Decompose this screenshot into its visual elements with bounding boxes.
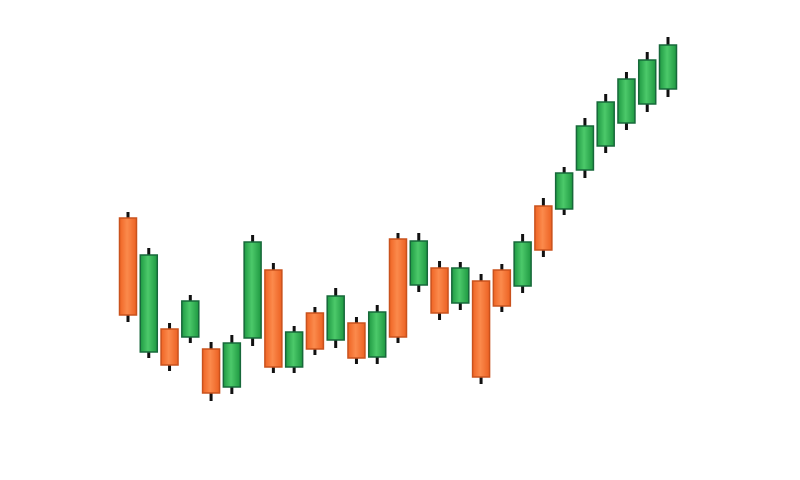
candle-body	[367, 311, 387, 358]
candle-body	[658, 44, 678, 90]
bullish-candle	[326, 288, 345, 348]
bearish-candle	[118, 212, 138, 322]
candle-body	[222, 342, 242, 388]
bullish-candle	[617, 72, 636, 130]
bullish-candle	[181, 295, 200, 343]
candle-body	[181, 300, 200, 338]
bullish-candle	[513, 234, 532, 293]
candle-body	[430, 267, 449, 314]
bearish-candle	[471, 274, 491, 384]
bullish-candle	[243, 235, 262, 346]
candle-body	[617, 78, 636, 124]
candle-body	[451, 267, 470, 304]
bullish-candle	[637, 52, 657, 112]
candle-body	[409, 240, 429, 286]
candle-body	[118, 217, 138, 316]
bullish-candle	[451, 262, 470, 310]
bearish-candle	[492, 264, 512, 312]
candle-body	[326, 295, 345, 341]
candle-body	[284, 331, 304, 368]
candle-body	[534, 205, 553, 251]
candle-body	[243, 241, 262, 339]
bullish-candle	[554, 167, 574, 215]
bearish-candle	[430, 261, 449, 320]
candle-body	[139, 254, 159, 353]
bullish-candle	[596, 94, 615, 153]
candle-body	[596, 101, 615, 147]
candle-body	[471, 280, 491, 378]
bullish-candle	[139, 248, 159, 358]
candle-body	[201, 348, 221, 394]
candle-body	[637, 59, 657, 105]
bearish-candle	[347, 317, 366, 364]
bearish-candle	[305, 307, 325, 355]
bearish-candle	[534, 198, 553, 257]
candles-group	[118, 37, 678, 401]
bearish-candle	[160, 323, 179, 371]
bullish-candle	[409, 233, 429, 292]
candle-body	[492, 269, 512, 307]
bearish-candle	[388, 233, 408, 343]
bullish-candle	[575, 118, 595, 178]
bullish-candle	[658, 37, 678, 97]
candle-body	[160, 328, 179, 366]
candle-body	[305, 312, 325, 350]
bullish-candle	[284, 326, 304, 373]
candle-body	[575, 125, 595, 171]
candle-body	[264, 269, 283, 368]
candle-body	[388, 238, 408, 338]
candle-body	[347, 322, 366, 359]
bullish-candle	[222, 335, 242, 394]
candle-body	[513, 241, 532, 287]
candle-body	[554, 172, 574, 210]
bearish-candle	[201, 342, 221, 401]
bearish-candle	[264, 263, 283, 373]
bullish-candle	[367, 305, 387, 364]
